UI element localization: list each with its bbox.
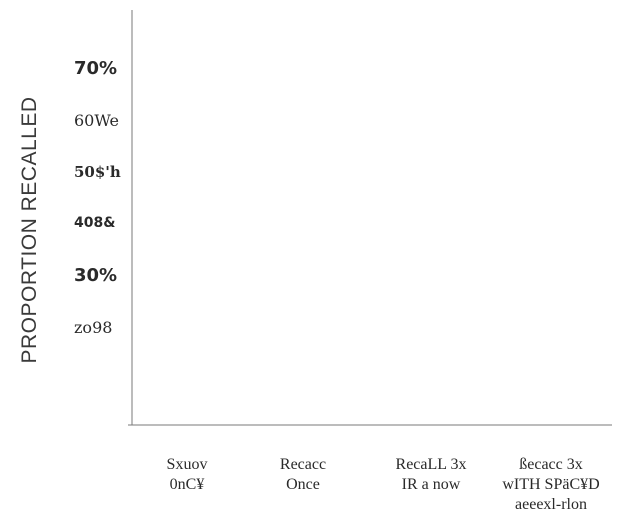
x-category-line: ßecacc 3x [519,456,583,473]
y-axis-label-wrap: PROPORTION RECALLED [10,95,50,365]
x-category-label: Recacc Once [238,455,368,495]
x-category-line: 0nC¥ [169,476,205,493]
y-tick-label: 70% [74,58,118,79]
x-category-line: Sxuov [166,456,208,473]
x-category-line: IR a now [401,476,461,493]
x-category-label: ßecacc 3x wITH SPäC¥D aeeexl-rlon [486,455,616,515]
y-tick-label: 60We [74,111,119,130]
x-category-label: RecaLL 3x IR a now [366,455,496,495]
x-category-line: wITH SPäC¥D [502,476,600,493]
x-category-label: Sxuov 0nC¥ [122,455,252,495]
y-tick-label: zo98 [74,318,113,337]
x-category-line: Once [286,476,320,493]
x-category-line: Recacc [279,456,327,473]
y-tick-label: 50$'h [74,163,121,181]
x-category-line: RecaLL 3x [395,456,467,473]
y-tick-label: 408& [74,215,116,231]
x-category-line: aeeexl-rlon [515,496,587,513]
y-axis-label: PROPORTION RECALLED [18,96,41,364]
y-tick-label: 30% [74,265,118,286]
